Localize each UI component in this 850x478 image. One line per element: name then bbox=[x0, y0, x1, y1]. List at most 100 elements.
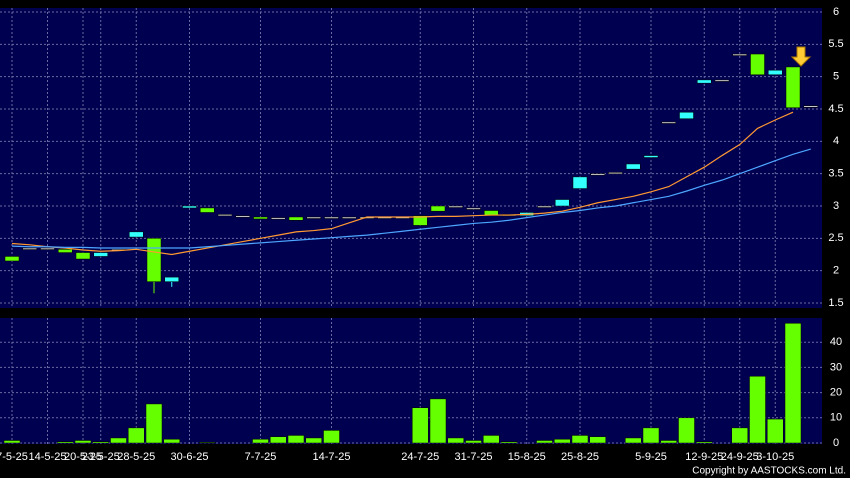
x-tick-label: 30-6-25 bbox=[171, 451, 209, 463]
y2-tick-label: 10 bbox=[830, 412, 842, 424]
y-tick-label: 5.5 bbox=[828, 38, 843, 50]
arrow-icon bbox=[790, 46, 812, 67]
volume-bar bbox=[57, 441, 74, 444]
volume-bar bbox=[199, 441, 216, 444]
volume-bar bbox=[642, 427, 660, 444]
y2-tick-label: 40 bbox=[830, 336, 842, 348]
volume-bar bbox=[429, 398, 447, 444]
volume-bar bbox=[128, 427, 145, 444]
volume-bar bbox=[731, 427, 748, 444]
candle-body bbox=[626, 163, 641, 170]
volume-bar bbox=[483, 435, 500, 444]
y-tick-label: 6 bbox=[833, 6, 839, 18]
y2-tick-label: 0 bbox=[833, 437, 839, 449]
y-tick-label: 1.5 bbox=[828, 297, 843, 309]
candle-body bbox=[661, 121, 676, 124]
volume-bar bbox=[625, 437, 642, 444]
candle-body bbox=[803, 105, 818, 108]
candle-body bbox=[413, 215, 428, 226]
candle-body bbox=[306, 216, 321, 219]
candle-body bbox=[697, 79, 712, 84]
candle-body bbox=[271, 217, 286, 220]
candle-body bbox=[555, 199, 570, 207]
candle-body bbox=[466, 207, 481, 210]
candle-body bbox=[164, 276, 179, 282]
x-tick-label: 24-7-25 bbox=[401, 451, 439, 463]
volume-bar bbox=[412, 407, 429, 444]
candle-body bbox=[750, 53, 765, 75]
y2-tick-label: 20 bbox=[830, 387, 842, 399]
volume-bar bbox=[270, 436, 287, 444]
y-tick-label: 4.5 bbox=[828, 103, 843, 115]
volume-panel bbox=[0, 318, 822, 444]
y-tick-label: 3.5 bbox=[828, 168, 843, 180]
x-tick-label: 12-9-25 bbox=[685, 451, 723, 463]
candle-body bbox=[93, 252, 108, 257]
candle-body bbox=[679, 111, 694, 119]
candle-body bbox=[40, 247, 55, 250]
volume-bar bbox=[589, 436, 606, 444]
candle-body bbox=[430, 205, 446, 212]
volume-bar bbox=[696, 441, 713, 444]
y-tick-label: 2 bbox=[833, 265, 839, 277]
candle-body bbox=[182, 205, 197, 209]
marks bbox=[3, 53, 818, 444]
y-tick-label: 2.5 bbox=[828, 232, 843, 244]
volume-bar bbox=[163, 438, 180, 444]
candle-body bbox=[572, 176, 588, 189]
volume-bar bbox=[74, 440, 92, 444]
candle-body bbox=[608, 172, 623, 175]
candle-body bbox=[129, 231, 144, 238]
y-tick-label: 4 bbox=[833, 135, 839, 147]
volume-bar bbox=[571, 435, 589, 444]
x-tick-label: 31-7-25 bbox=[455, 451, 493, 463]
y-tick-label: 5 bbox=[833, 71, 839, 83]
y2-tick-label: 30 bbox=[830, 361, 842, 373]
grid bbox=[0, 8, 822, 444]
volume-bar bbox=[536, 440, 553, 444]
volume-bar bbox=[784, 323, 802, 444]
x-tick-label: 23-5-25 bbox=[82, 451, 120, 463]
price-panel bbox=[0, 8, 822, 308]
candle-body bbox=[342, 216, 357, 219]
x-tick-label: 3-10-25 bbox=[756, 451, 794, 463]
volume-bar bbox=[252, 438, 269, 444]
x-tick-label: 25-8-25 bbox=[561, 451, 599, 463]
candle-body bbox=[590, 173, 605, 176]
candle-body bbox=[288, 216, 304, 221]
x-tick-label: 20-5-25 bbox=[64, 451, 102, 463]
x-tick-label: 14-7-25 bbox=[313, 451, 351, 463]
volume-bar bbox=[500, 441, 518, 444]
candle-body bbox=[537, 205, 552, 208]
candle-body bbox=[235, 215, 250, 218]
volume-bar bbox=[323, 430, 340, 444]
candle-body bbox=[58, 249, 73, 253]
candle-body bbox=[253, 216, 268, 220]
candle-body bbox=[714, 79, 730, 82]
candle-body bbox=[4, 256, 20, 262]
candle-body bbox=[643, 155, 659, 158]
x-tick-label: 7-7-25 bbox=[245, 451, 277, 463]
x-tick-label: 14-5-25 bbox=[29, 451, 67, 463]
candle-body bbox=[146, 238, 162, 282]
candle-body bbox=[768, 69, 783, 75]
candle-body bbox=[484, 210, 499, 216]
x-tick-label: 7-5-25 bbox=[0, 451, 28, 463]
candle-body bbox=[22, 247, 37, 250]
candle-body bbox=[217, 214, 233, 217]
volume-bar bbox=[447, 437, 464, 444]
x-tick-label: 24-9-25 bbox=[721, 451, 759, 463]
volume-bar bbox=[110, 437, 127, 444]
volume-bar bbox=[749, 375, 766, 444]
volume-bar bbox=[3, 440, 21, 444]
candle-body bbox=[200, 207, 215, 213]
candle-body bbox=[75, 252, 91, 260]
volume-bar bbox=[660, 440, 677, 444]
volume-bar bbox=[305, 437, 322, 444]
x-tick-label: 5-9-25 bbox=[635, 451, 667, 463]
candle-body bbox=[324, 216, 339, 219]
volume-bar bbox=[767, 418, 784, 444]
copyright: Copyright by AASTOCKS.com Ltd. bbox=[692, 466, 846, 477]
